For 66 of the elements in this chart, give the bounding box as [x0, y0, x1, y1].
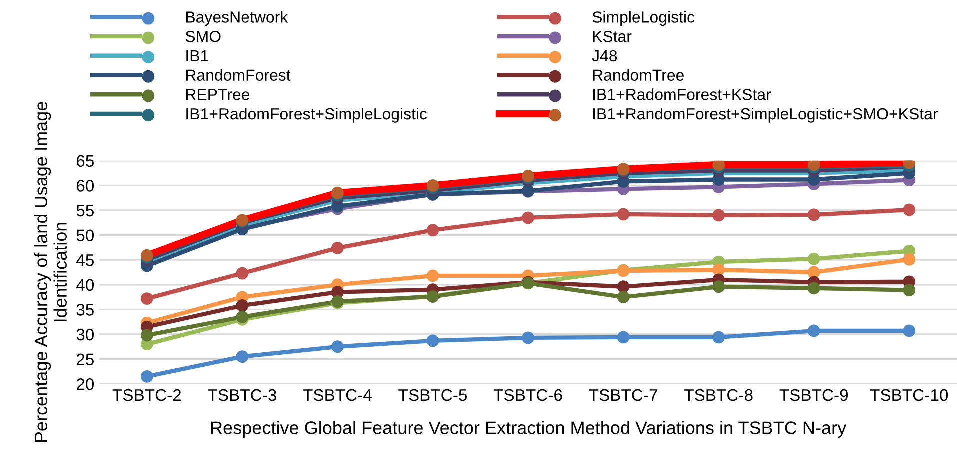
- x-tick-label: TSBTC-9: [780, 389, 848, 402]
- y-tick-label: 30: [76, 328, 94, 341]
- point: [712, 280, 726, 294]
- point: [808, 324, 820, 338]
- point: [332, 186, 344, 200]
- point: [712, 209, 726, 222]
- point: [236, 310, 249, 324]
- legend-label: IB1+RadomForest+KStar: [594, 88, 772, 100]
- point: [522, 212, 534, 224]
- point: [808, 282, 820, 295]
- point: [426, 334, 440, 348]
- point: [712, 160, 726, 172]
- point: [236, 350, 249, 364]
- point: [712, 331, 726, 344]
- x-axis-title: Respective Global Feature Vector Extraction Method Variations in TSBTC N-ary: [211, 421, 847, 438]
- y-tick-label: 45: [76, 254, 94, 266]
- y-tick-label: 65: [76, 155, 94, 168]
- point: [903, 284, 916, 297]
- point: [903, 204, 916, 216]
- point: [808, 160, 820, 172]
- y-tick-label: 50: [76, 230, 94, 242]
- legend-label: SMO: [186, 30, 221, 42]
- point: [617, 280, 630, 294]
- x-tick-label: TSBTC-3: [208, 389, 276, 402]
- point: [236, 300, 249, 312]
- x-tick-label: TSBTC-5: [398, 389, 468, 402]
- point: [617, 331, 630, 344]
- point: [617, 208, 630, 221]
- point: [808, 208, 820, 222]
- y-tick-label: 25: [76, 354, 94, 366]
- x-tick-label: TSBTC-4: [303, 389, 372, 402]
- x-tick-label: TSBTC-7: [589, 389, 658, 402]
- x-tick-label: TSBTC-8: [684, 389, 753, 402]
- y-tick-label: 55: [76, 205, 94, 217]
- legend-label: J48: [592, 50, 618, 62]
- legend-label: IB1+RandomForest+SimpleLogistic+SMO+KStar: [594, 108, 938, 123]
- x-tick-label: TSBTC-6: [494, 389, 562, 402]
- point: [140, 329, 154, 342]
- point: [426, 270, 440, 282]
- point: [808, 252, 820, 266]
- point: [332, 340, 344, 354]
- point: [903, 324, 916, 338]
- y-tick-label: 60: [76, 180, 94, 192]
- point: [426, 179, 440, 192]
- y-tick-label: 20: [76, 378, 94, 390]
- legend-label: IB1+RadomForest+SimpleLogistic: [186, 108, 428, 123]
- legend-label: RandomForest: [186, 69, 291, 81]
- x-tick-label: TSBTC-10: [870, 389, 948, 402]
- legend-label: KStar: [593, 30, 632, 42]
- y-tick-label: 35: [76, 304, 94, 316]
- x-tick-label: TSBTC-2: [112, 389, 182, 402]
- legend-label: RandomTree: [593, 69, 684, 81]
- point: [426, 224, 440, 237]
- point: [332, 242, 344, 254]
- point: [140, 292, 154, 305]
- point: [140, 370, 154, 383]
- point: [617, 291, 630, 304]
- point: [903, 253, 916, 266]
- legend-label: BayesNetwork: [186, 11, 288, 26]
- y-tick-label: 40: [76, 279, 94, 292]
- point: [522, 332, 534, 344]
- legend-label: IB1: [186, 50, 208, 62]
- point: [236, 267, 249, 280]
- y-axis-title: Percentage Accuracy of land Usage Image Identification: [34, 102, 68, 442]
- legend-label: SimpleLogistic: [592, 11, 695, 26]
- legend-label: REPTree: [186, 89, 250, 100]
